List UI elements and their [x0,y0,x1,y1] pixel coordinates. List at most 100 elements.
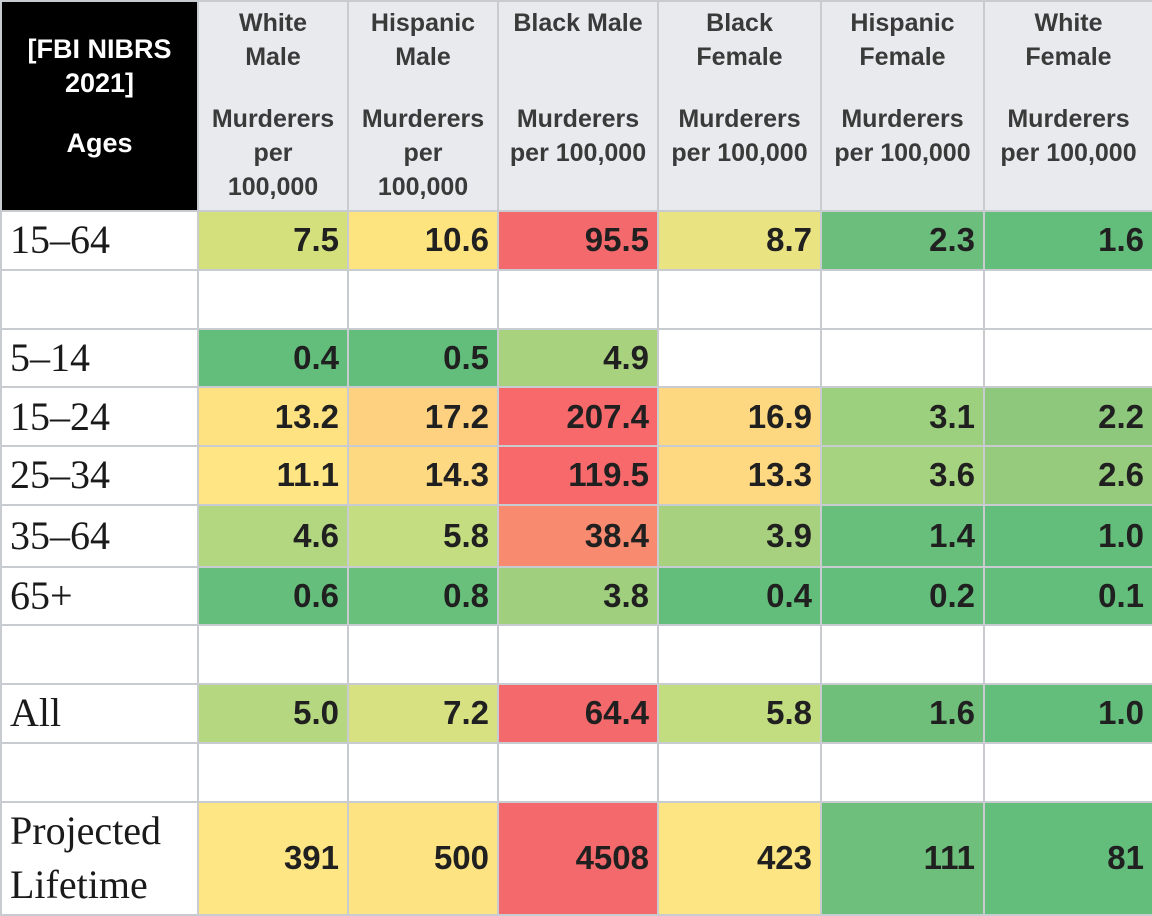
row-label: Projected Lifetime [0,800,199,916]
data-cell: 5.8 [347,503,499,568]
data-cell: 0.8 [347,565,499,627]
table-row: 35–64 4.6 5.8 38.4 3.9 1.4 1.0 [0,503,1152,568]
data-cell: 423 [657,800,822,916]
data-cell: 81 [983,800,1152,916]
data-cell [497,741,659,803]
data-cell [657,624,822,686]
data-cell [657,741,822,803]
data-cell [820,624,985,686]
data-cell: 207.4 [497,386,659,447]
row-label: 25–34 [0,445,199,506]
column-header: Black Female Murderers per 100,000 [657,0,822,212]
data-cell: 7.2 [347,683,499,744]
data-cell: 1.6 [983,210,1152,271]
data-cell [983,327,1152,389]
ages-label: Ages [66,128,133,158]
column-header: Hispanic Male Murderers per 100,000 [347,0,499,212]
column-unit-label: Murderers per 100,000 [509,105,647,167]
data-cell: 17.2 [347,386,499,447]
column-unit-label: Murderers per 100,000 [361,105,485,201]
data-cell [657,268,822,330]
data-cell: 500 [347,800,499,916]
data-cell: 1.0 [983,503,1152,568]
data-cell: 1.6 [820,683,985,744]
column-group-label: Black Female [696,9,783,71]
corner-cell: [FBI NIBRS 2021] Ages [0,0,199,212]
table-row: 15–24 13.2 17.2 207.4 16.9 3.1 2.2 [0,386,1152,447]
data-cell: 0.4 [657,565,822,627]
table-row: 5–14 0.4 0.5 4.9 [0,327,1152,389]
data-cell: 10.6 [347,210,499,271]
data-cell [820,741,985,803]
row-label: All [0,683,199,744]
data-cell: 4508 [497,800,659,916]
data-cell: 16.9 [657,386,822,447]
table-row: Projected Lifetime 391 500 4508 423 111 81 [0,800,1152,916]
row-label: 15–64 [0,210,199,271]
data-cell: 3.6 [820,445,985,506]
row-label [0,624,199,686]
row-label: 35–64 [0,503,199,568]
data-cell: 0.5 [347,327,499,389]
column-group-label: Hispanic Male [370,9,476,71]
column-group-label: White Male [238,9,308,71]
column-header: White Male Murderers per 100,000 [197,0,349,212]
data-cell: 2.6 [983,445,1152,506]
row-label: 15–24 [0,386,199,447]
column-unit-label: Murderers per 100,000 [671,105,808,167]
data-cell: 38.4 [497,503,659,568]
data-cell: 4.6 [197,503,349,568]
row-label: 5–14 [0,327,199,389]
data-cell: 2.2 [983,386,1152,447]
data-cell: 13.3 [657,445,822,506]
data-cell: 95.5 [497,210,659,271]
column-header: White Female Murderers per 100,000 [983,0,1152,212]
data-cell: 14.3 [347,445,499,506]
data-cell [983,741,1152,803]
data-cell: 8.7 [657,210,822,271]
data-cell: 4.9 [497,327,659,389]
data-cell: 0.6 [197,565,349,627]
data-cell [347,741,499,803]
spacer-row [0,268,1152,330]
data-cell [820,327,985,389]
data-cell [197,741,349,803]
data-cell: 0.4 [197,327,349,389]
column-unit-label: Murderers per 100,000 [1000,105,1137,167]
data-cell: 7.5 [197,210,349,271]
column-header: Hispanic Female Murderers per 100,000 [820,0,985,212]
data-cell: 119.5 [497,445,659,506]
header-row: [FBI NIBRS 2021] Ages White Male Murderer… [0,0,1152,212]
table-row: 25–34 11.1 14.3 119.5 13.3 3.6 2.6 [0,445,1152,506]
data-cell [197,268,349,330]
data-cell [820,268,985,330]
data-cell: 3.9 [657,503,822,568]
column-group-label: Black Male [513,9,643,37]
data-cell [497,268,659,330]
data-cell: 5.8 [657,683,822,744]
data-cell [197,624,349,686]
data-cell: 391 [197,800,349,916]
data-cell [657,327,822,389]
data-cell [347,624,499,686]
data-cell: 2.3 [820,210,985,271]
column-unit-label: Murderers per 100,000 [834,105,971,167]
data-cell: 1.0 [983,683,1152,744]
data-cell: 64.4 [497,683,659,744]
data-cell: 11.1 [197,445,349,506]
column-unit-label: Murderers per 100,000 [211,105,335,201]
data-cell: 3.1 [820,386,985,447]
spacer-row [0,624,1152,686]
source-label: [FBI NIBRS 2021] [27,34,172,98]
table-row: All 5.0 7.2 64.4 5.8 1.6 1.0 [0,683,1152,744]
table-row: 15–64 7.5 10.6 95.5 8.7 2.3 1.6 [0,210,1152,271]
data-cell: 1.4 [820,503,985,568]
table-body: 15–64 7.5 10.6 95.5 8.7 2.3 1.6 5–14 0.4 0.5 4.9 15… [0,210,1152,916]
data-cell: 0.2 [820,565,985,627]
row-label [0,268,199,330]
row-label: 65+ [0,565,199,627]
spacer-row [0,741,1152,803]
table-row: 65+ 0.6 0.8 3.8 0.4 0.2 0.1 [0,565,1152,627]
data-cell: 13.2 [197,386,349,447]
